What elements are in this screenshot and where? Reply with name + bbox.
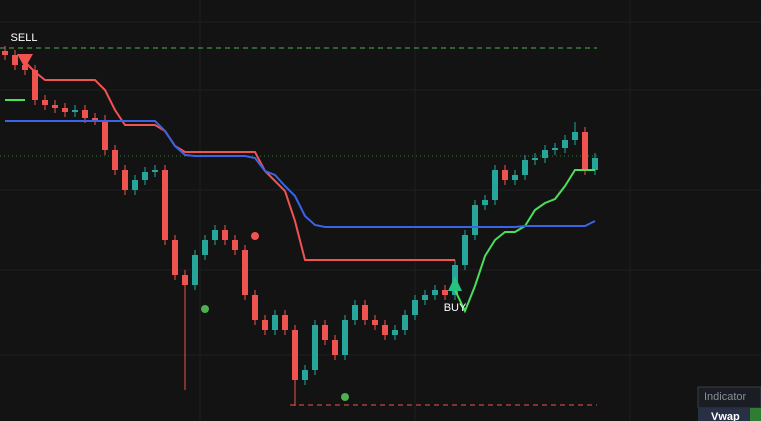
candle-body (382, 325, 388, 335)
candle-body (142, 172, 148, 180)
candle-body (92, 118, 98, 120)
candle-body (592, 158, 598, 170)
candle-body (192, 255, 198, 285)
signal-dot (251, 232, 259, 240)
candle-body (562, 140, 568, 148)
candle-body (302, 370, 308, 380)
candle-body (252, 295, 258, 320)
candle-body (292, 330, 298, 380)
signal-dot (341, 393, 349, 401)
candle-body (572, 132, 578, 140)
candle-body (212, 230, 218, 240)
signal-marker (448, 276, 462, 291)
indicator-line (5, 120, 596, 228)
table-header: Indicator (704, 391, 747, 403)
candle-body (462, 235, 468, 265)
candle-body (482, 200, 488, 205)
candle-body (102, 120, 108, 150)
candle-body (512, 175, 518, 180)
table-row-cell (698, 408, 750, 421)
candle-body (162, 170, 168, 240)
candle-body (232, 240, 238, 250)
candle-body (372, 320, 378, 325)
candle-body (72, 110, 78, 112)
candle-body (402, 315, 408, 330)
candle-body (222, 230, 228, 240)
candle-body (32, 70, 38, 100)
table-value-cell (750, 408, 761, 421)
candle-body (282, 315, 288, 330)
candle-body (542, 150, 548, 158)
candle-body (332, 340, 338, 355)
table-row: Vwap (711, 411, 740, 421)
candle-body (312, 325, 318, 370)
signal-dot (201, 305, 209, 313)
candle-body (522, 160, 528, 175)
candle-body (42, 100, 48, 105)
candle-body (322, 325, 328, 340)
candle-body (202, 240, 208, 255)
candle-body (362, 305, 368, 320)
candle-body (112, 150, 118, 170)
candle-body (352, 305, 358, 320)
candle-body (152, 170, 158, 172)
candle-body (442, 290, 448, 295)
candle-body (492, 170, 498, 200)
candle-body (502, 170, 508, 180)
candle-body (272, 315, 278, 330)
signal-label: BUY (444, 302, 467, 314)
candle-body (342, 320, 348, 355)
candle-body (532, 158, 538, 160)
candle-body (82, 110, 88, 118)
candle-body (412, 300, 418, 315)
candle-body (132, 180, 138, 190)
indicator-line (24, 61, 455, 261)
candle-body (52, 105, 58, 108)
candle-body (122, 170, 128, 190)
indicator-table: Indicator Vwap (697, 386, 761, 421)
candle-body (422, 295, 428, 300)
signal-label: SELL (11, 32, 38, 44)
candle-body (2, 51, 8, 55)
candle-body (12, 55, 18, 65)
candle-body (182, 275, 188, 285)
candle-body (62, 108, 68, 112)
candle-body (172, 240, 178, 275)
candle-body (392, 330, 398, 335)
candle-body (472, 205, 478, 235)
signal-marker (17, 54, 33, 68)
candle-body (432, 290, 438, 295)
candle-body (552, 148, 558, 150)
candle-body (262, 320, 268, 330)
candle-body (242, 250, 248, 295)
candle-body (582, 132, 588, 170)
